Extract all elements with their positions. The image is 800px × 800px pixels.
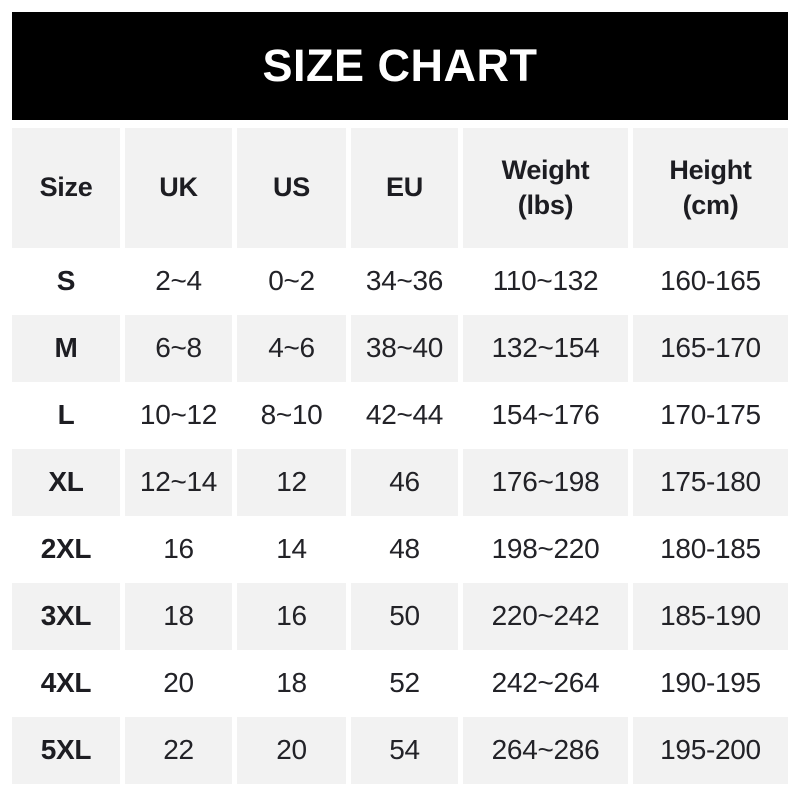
table-body: S 2~4 0~2 34~36 110~132 160-165 M 6~8 4~6 38~40 13… [12, 248, 788, 784]
value-cell: 20 [237, 717, 346, 784]
size-cell: 2XL [40, 533, 92, 565]
size-cell: 4XL [40, 667, 92, 699]
value-cell: 185-190 [633, 583, 788, 650]
value-cell: 175-180 [633, 449, 788, 516]
header-cell-height: Height (cm) [633, 128, 788, 248]
size-cell: 5XL [12, 717, 120, 784]
value-cell: 12 [237, 449, 346, 516]
size-cell: L [57, 399, 75, 431]
value-cell: 50 [351, 583, 458, 650]
size-cell: 3XL [12, 583, 120, 650]
value-cell: 165-170 [633, 315, 788, 382]
value-cell: 22 [125, 717, 232, 784]
value-cell: 38~40 [351, 315, 458, 382]
value-cell: 195-200 [633, 717, 788, 784]
value-cell: 242~264 [491, 667, 600, 699]
value-cell: 190-195 [660, 667, 761, 699]
table-row: M 6~8 4~6 38~40 132~154 165-170 [12, 315, 788, 382]
size-table: Size UK US EU Weight (lbs) Height (cm) S… [12, 128, 788, 784]
table-row: XL 12~14 12 46 176~198 175-180 [12, 449, 788, 516]
value-cell: 10~12 [139, 399, 218, 431]
header-sublabel: (cm) [682, 190, 739, 220]
header-label: Height [669, 154, 752, 185]
header-label: Size [39, 172, 93, 203]
value-cell: 34~36 [365, 265, 444, 297]
value-cell: 46 [351, 449, 458, 516]
value-cell: 18 [125, 583, 232, 650]
value-cell: 14 [276, 533, 307, 565]
value-cell: 16 [163, 533, 194, 565]
size-cell: M [12, 315, 120, 382]
value-cell: 42~44 [365, 399, 444, 431]
value-cell: 6~8 [125, 315, 232, 382]
value-cell: 16 [237, 583, 346, 650]
page-title: SIZE CHART [262, 40, 538, 91]
value-cell: 220~242 [463, 583, 628, 650]
header-label: UK [159, 172, 198, 203]
table-row: 2XL 16 14 48 198~220 180-185 [12, 516, 788, 583]
header-cell-weight: Weight (lbs) [463, 128, 628, 248]
table-header-row: Size UK US EU Weight (lbs) Height (cm) [12, 128, 788, 248]
table-row: 5XL 22 20 54 264~286 195-200 [12, 717, 788, 784]
value-cell: 160-165 [660, 265, 761, 297]
value-cell: 132~154 [463, 315, 628, 382]
table-row: S 2~4 0~2 34~36 110~132 160-165 [12, 248, 788, 315]
value-cell: 20 [163, 667, 194, 699]
value-cell: 170-175 [660, 399, 761, 431]
value-cell: 198~220 [491, 533, 600, 565]
table-row: 4XL 20 18 52 242~264 190-195 [12, 650, 788, 717]
value-cell: 264~286 [463, 717, 628, 784]
value-cell: 180-185 [660, 533, 761, 565]
value-cell: 8~10 [260, 399, 323, 431]
value-cell: 110~132 [492, 265, 599, 297]
table-row: 3XL 18 16 50 220~242 185-190 [12, 583, 788, 650]
header-sublabel: (lbs) [517, 190, 574, 220]
header-label: EU [386, 172, 423, 203]
header-cell-uk: UK [125, 128, 232, 248]
header-label: US [273, 172, 310, 203]
size-chart-banner: SIZE CHART [12, 12, 788, 120]
value-cell: 2~4 [155, 265, 202, 297]
value-cell: 154~176 [491, 399, 600, 431]
value-cell: 4~6 [237, 315, 346, 382]
value-cell: 18 [276, 667, 307, 699]
header-cell-us: US [237, 128, 346, 248]
value-cell: 48 [389, 533, 420, 565]
table-row: L 10~12 8~10 42~44 154~176 170-175 [12, 382, 788, 449]
value-cell: 54 [351, 717, 458, 784]
size-cell: XL [12, 449, 120, 516]
value-cell: 0~2 [268, 265, 315, 297]
value-cell: 52 [389, 667, 420, 699]
header-label: Weight [501, 154, 590, 185]
value-cell: 12~14 [125, 449, 232, 516]
value-cell: 176~198 [463, 449, 628, 516]
header-cell-eu: EU [351, 128, 458, 248]
size-cell: S [56, 265, 76, 297]
header-cell-size: Size [12, 128, 120, 248]
